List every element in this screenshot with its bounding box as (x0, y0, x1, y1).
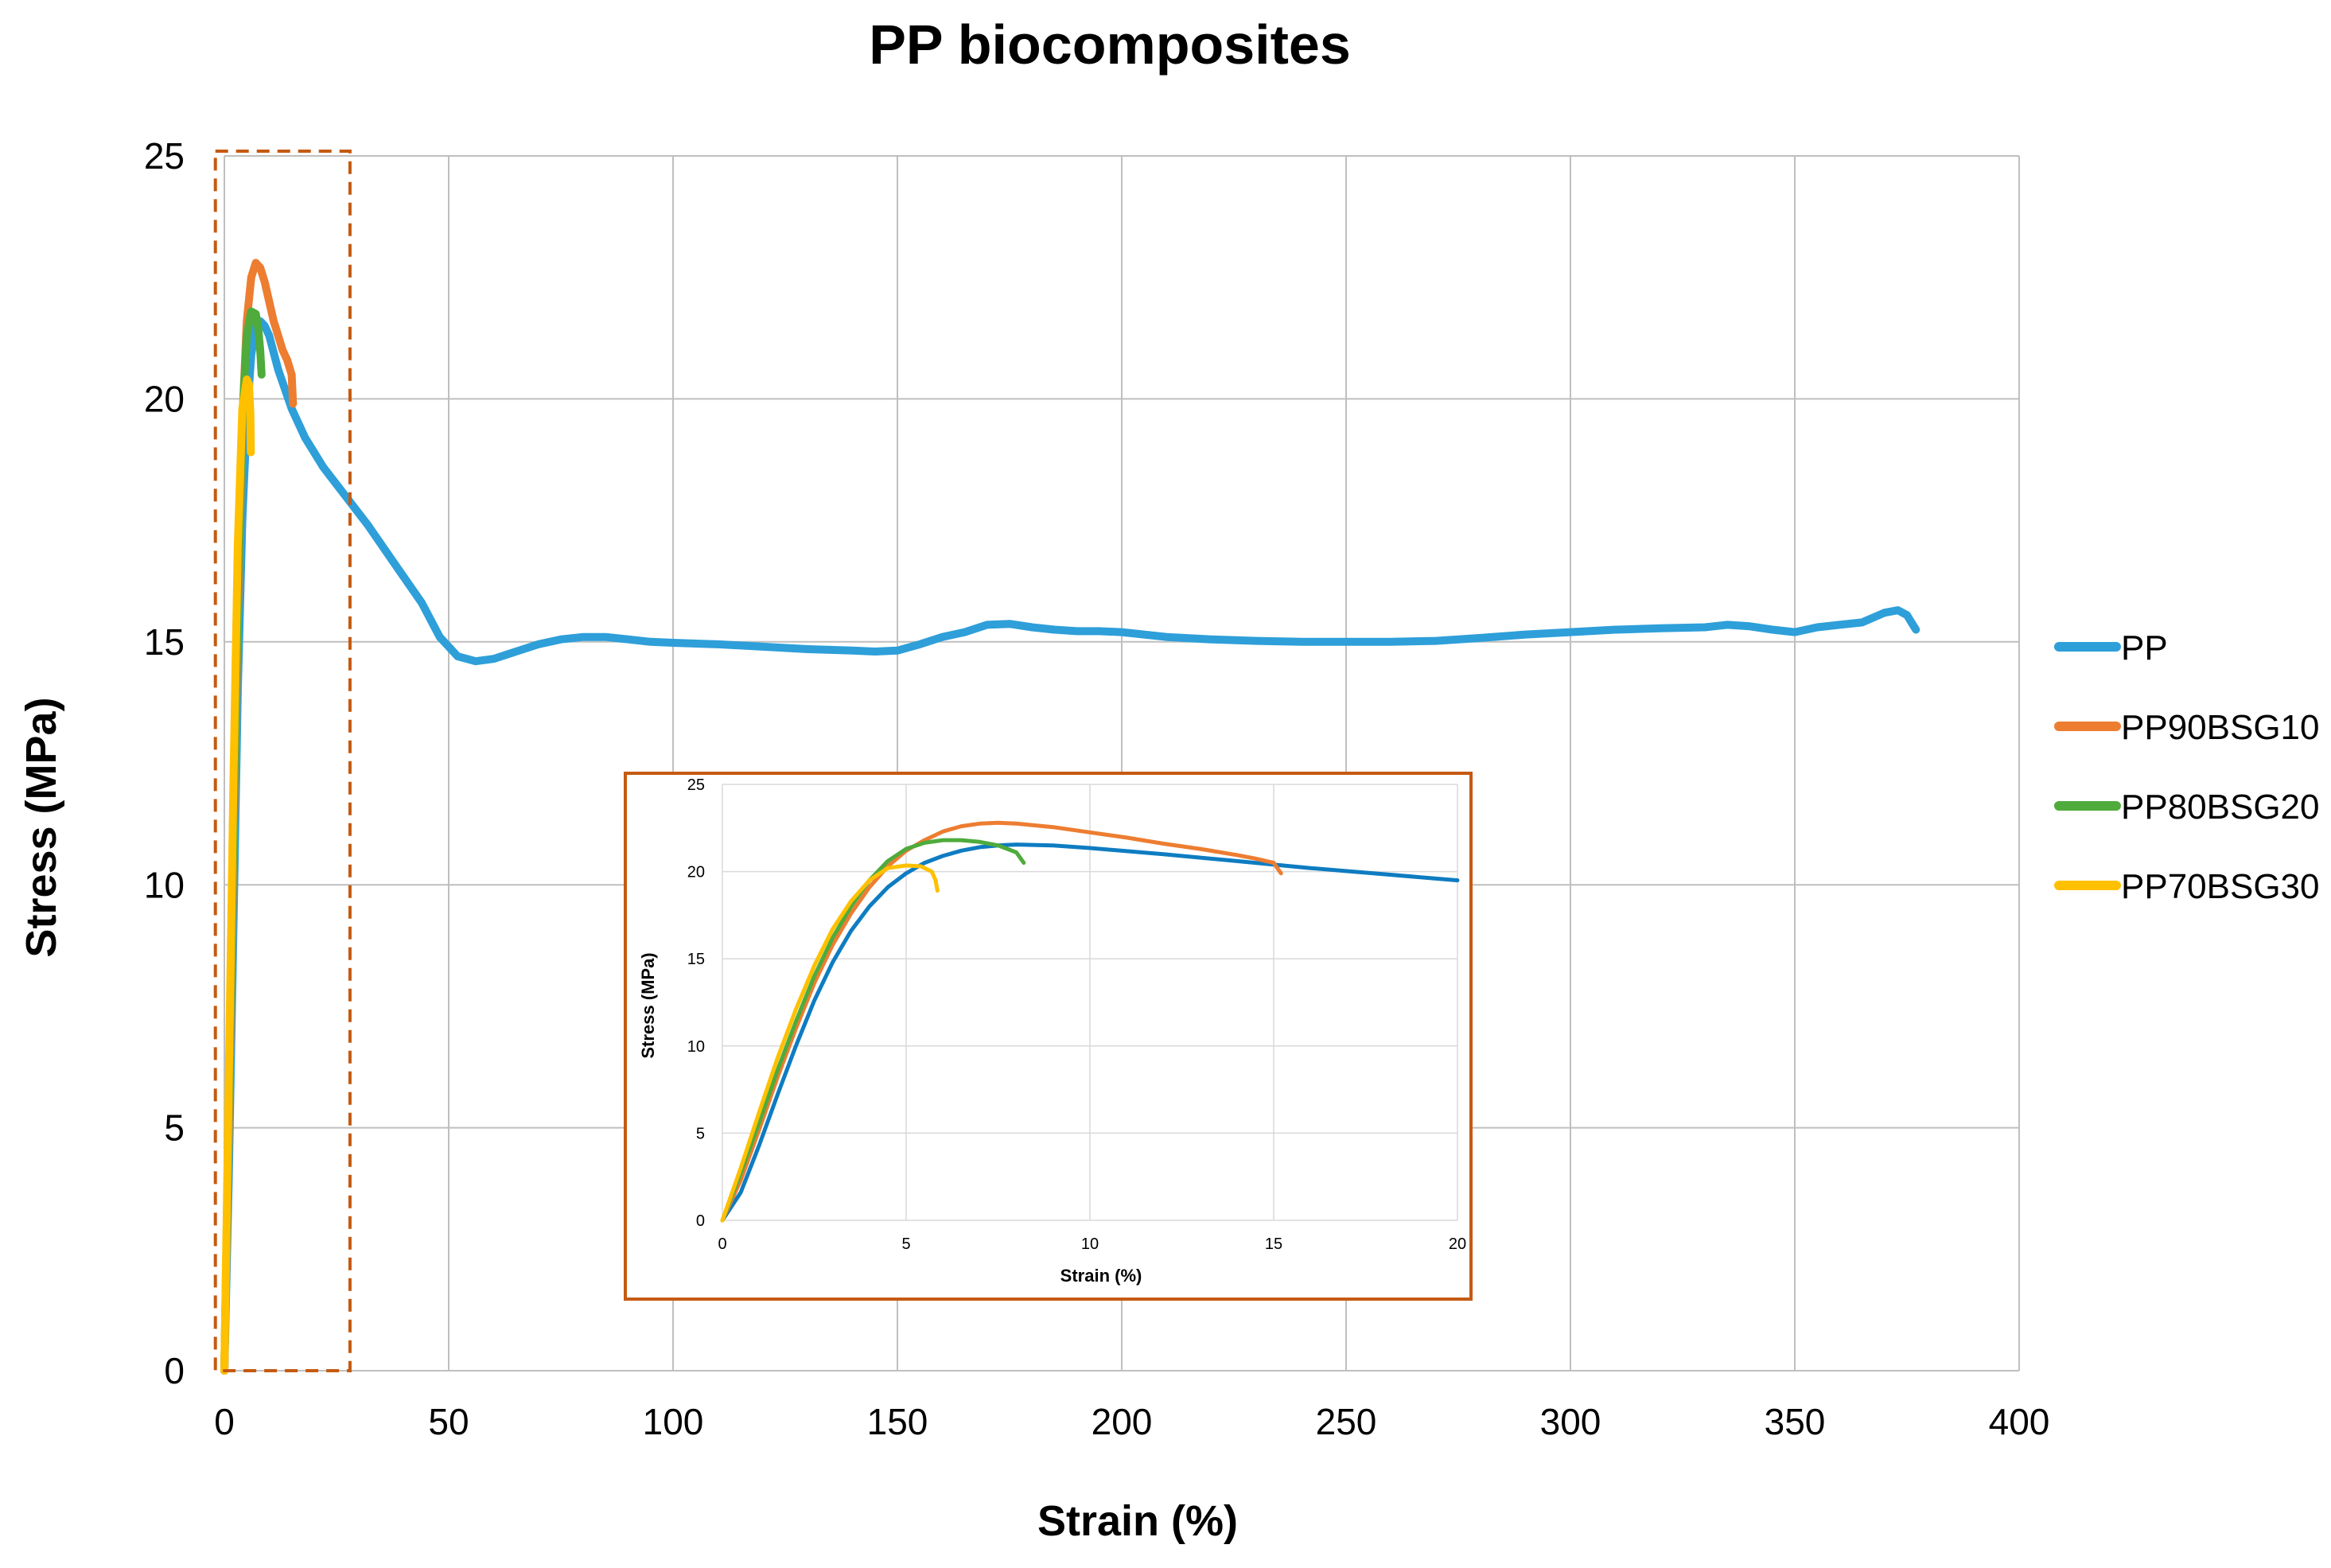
legend-label: PP (2121, 628, 2168, 667)
inset-series-line-pp80bsg20 (720, 838, 1026, 1223)
main-x-tick-label: 0 (214, 1401, 235, 1442)
inset-x-tick-label: 20 (1449, 1235, 1466, 1253)
inset-frame (624, 772, 1473, 1301)
main-x-tick-label: 50 (428, 1401, 469, 1442)
main-series-line-pp70bsg30 (220, 375, 255, 1375)
main-x-tick-label: 350 (1765, 1401, 1826, 1442)
main-x-tick-label: 100 (643, 1401, 704, 1442)
inset-x-tick-label: 15 (1265, 1235, 1282, 1253)
inset-y-tick-label: 25 (687, 776, 705, 794)
legend-label: PP80BSG20 (2121, 788, 2320, 827)
main-x-tick-label: 400 (1989, 1401, 2050, 1442)
main-y-tick-label: 10 (144, 864, 185, 905)
main-y-tick-label: 25 (144, 135, 185, 177)
main-x-tick-label: 250 (1316, 1401, 1377, 1442)
legend-label: PP90BSG10 (2121, 708, 2320, 747)
legend-item-pp70bsg30: PP70BSG30 (2054, 867, 2320, 906)
inset-x-axis-label: Strain (%) (1060, 1266, 1142, 1286)
legend-label: PP70BSG30 (2121, 867, 2320, 906)
inset-x-tick-labels: 0 5 10 15 20 (718, 1235, 1466, 1253)
inset-series-line-pp90bsg10 (720, 820, 1283, 1223)
legend-item-pp80bsg20: PP80BSG20 (2054, 788, 2320, 827)
inset-y-tick-label: 0 (696, 1212, 705, 1230)
inset-y-tick-labels: 0 5 10 15 20 25 (687, 776, 705, 1230)
legend-item-pp: PP (2054, 628, 2168, 667)
main-y-tick-labels: 0 5 10 15 20 25 (144, 135, 185, 1391)
inset-x-tick-label: 5 (901, 1235, 910, 1253)
main-y-tick-label: 5 (164, 1107, 185, 1149)
inset-y-axis-label: Stress (MPa) (638, 952, 658, 1058)
inset-x-tick-label: 10 (1081, 1235, 1099, 1253)
inset-grid (722, 784, 1458, 1221)
inset-y-tick-label: 10 (687, 1038, 705, 1056)
inset-series-group (720, 820, 1460, 1223)
inset-y-tick-label: 15 (687, 951, 705, 968)
legend-item-pp90bsg10: PP90BSG10 (2054, 708, 2320, 747)
chart-title: PP biocomposites (869, 14, 1351, 76)
main-y-tick-label: 20 (144, 379, 185, 420)
main-series-group (220, 259, 1920, 1375)
inset-x-tick-label: 0 (718, 1235, 726, 1253)
inset-series-line-pp70bsg30 (720, 863, 940, 1223)
legend: PP PP90BSG10 PP80BSG20 PP70BSG30 (2054, 628, 2320, 906)
main-y-tick-label: 0 (164, 1350, 185, 1391)
x-axis-label: Strain (%) (1037, 1497, 1238, 1545)
zoom-region-group (213, 150, 352, 1372)
inset-y-tick-label: 5 (696, 1125, 705, 1142)
y-axis-label: Stress (MPa) (18, 697, 65, 957)
main-x-tick-label: 150 (867, 1401, 928, 1442)
main-x-tick-labels: 0 50 100 150 200 250 300 350 400 (214, 1401, 2049, 1442)
main-y-tick-label: 15 (144, 621, 185, 663)
inset-y-tick-label: 20 (687, 864, 705, 881)
main-x-tick-label: 200 (1092, 1401, 1153, 1442)
main-x-tick-label: 300 (1540, 1401, 1601, 1442)
inset-series-line-pp (720, 842, 1460, 1223)
inset-chart: 0 5 10 15 20 25 0 5 10 15 20 Strain (%) Stress (M… (624, 772, 1473, 1301)
zoom-region-box (213, 150, 352, 1372)
